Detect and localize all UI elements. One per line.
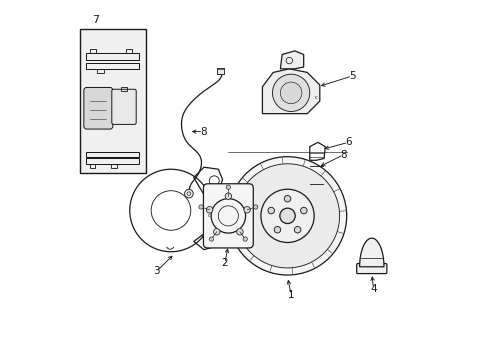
Text: c: c	[207, 213, 211, 219]
Circle shape	[228, 157, 346, 275]
Circle shape	[279, 208, 295, 224]
Circle shape	[213, 229, 220, 235]
Circle shape	[267, 207, 274, 214]
Text: 7: 7	[92, 15, 100, 26]
Polygon shape	[359, 238, 383, 267]
Text: 2: 2	[221, 258, 227, 268]
Bar	[121, 87, 126, 91]
Circle shape	[261, 189, 313, 243]
Circle shape	[272, 74, 309, 112]
FancyBboxPatch shape	[112, 89, 136, 125]
Bar	[89, 49, 96, 53]
Bar	[86, 53, 139, 60]
Circle shape	[294, 226, 300, 233]
Circle shape	[243, 237, 247, 241]
Circle shape	[280, 82, 301, 104]
Bar	[86, 63, 139, 69]
Polygon shape	[280, 51, 303, 69]
Circle shape	[253, 205, 257, 209]
Text: 4: 4	[369, 284, 376, 294]
Circle shape	[284, 195, 290, 202]
Text: 6: 6	[345, 138, 351, 147]
Polygon shape	[262, 69, 319, 114]
Circle shape	[244, 207, 250, 213]
FancyBboxPatch shape	[356, 264, 386, 274]
Circle shape	[235, 164, 339, 268]
Text: 8: 8	[339, 150, 346, 160]
Circle shape	[226, 185, 230, 189]
Circle shape	[184, 189, 193, 198]
Circle shape	[300, 207, 306, 214]
Bar	[97, 69, 104, 73]
Circle shape	[236, 229, 243, 235]
Text: 8: 8	[200, 127, 206, 136]
Bar	[80, 30, 145, 173]
Circle shape	[224, 193, 231, 199]
FancyBboxPatch shape	[203, 184, 253, 248]
Bar	[89, 164, 95, 168]
Circle shape	[209, 237, 213, 241]
FancyBboxPatch shape	[83, 87, 113, 129]
Bar	[111, 164, 117, 168]
Bar	[86, 152, 139, 157]
Text: 5: 5	[348, 71, 355, 81]
Bar	[217, 68, 224, 74]
Circle shape	[274, 226, 280, 233]
Text: 3: 3	[153, 266, 160, 276]
Circle shape	[199, 205, 203, 209]
Text: 1: 1	[287, 290, 294, 300]
Circle shape	[206, 207, 212, 213]
Bar	[125, 49, 132, 53]
Text: c: c	[314, 95, 317, 100]
Bar	[86, 158, 139, 164]
